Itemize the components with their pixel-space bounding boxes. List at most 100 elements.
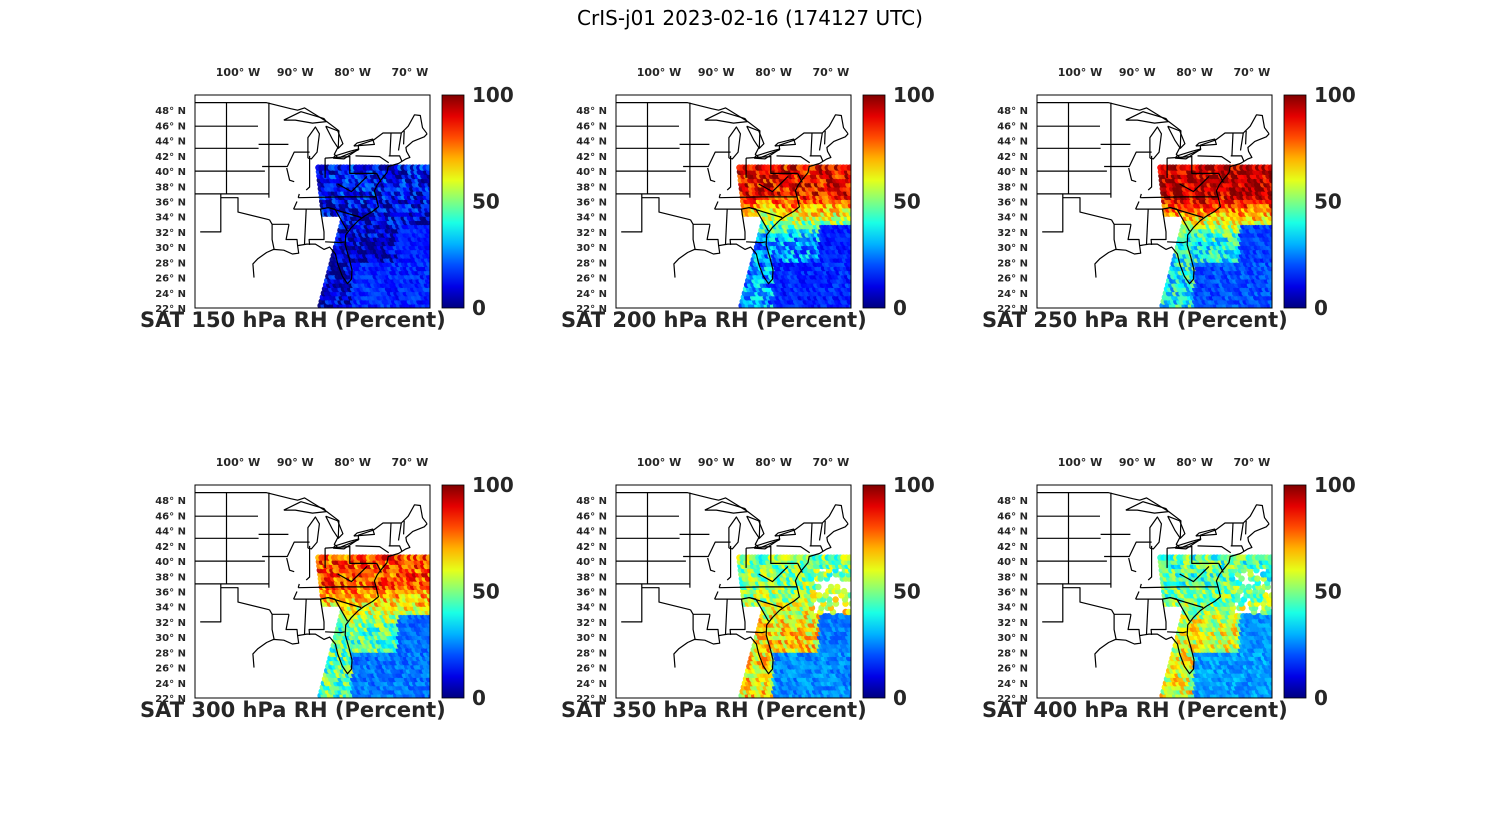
state-boundary [1245,520,1247,535]
state-boundary [1169,597,1204,609]
state-boundary [1239,522,1244,541]
map-boundaries [1037,491,1270,675]
map-boundaries [195,101,428,285]
lat-tick-label: 42° N [997,152,1028,163]
state-boundary [755,208,770,232]
colorbar [1283,484,1307,699]
lat-tick-label: 38° N [576,572,607,583]
state-boundary [714,591,719,600]
lon-tick-label: 90° W [277,66,314,79]
state-boundary [1128,557,1137,573]
colorbar [862,484,886,699]
state-boundary [746,241,766,244]
coastline [1094,133,1270,285]
state-boundary [724,599,728,635]
state-boundary [1218,173,1224,183]
state-boundary [286,557,295,573]
panel-title: SAT 150 hPa RH (Percent) [140,308,446,332]
state-boundary [797,173,803,183]
state-boundary [707,167,716,183]
lat-tick-label: 24° N [997,289,1028,300]
state-boundary [262,151,310,168]
national-border [1037,491,1270,549]
state-boundary [718,193,721,198]
colorbar [441,484,465,699]
state-boundary [305,545,311,581]
state-boundary [337,565,368,583]
state-boundary [641,197,691,221]
state-boundary [285,224,299,246]
lat-tick-label: 26° N [997,664,1028,675]
state-boundary [220,587,270,611]
lat-tick-label: 44° N [997,527,1028,538]
state-boundary [1167,156,1192,159]
state-boundary [337,175,368,193]
lat-tick-label: 42° N [155,152,186,163]
lat-tick-label: 30° N [155,633,186,644]
state-boundary [776,155,811,164]
rh-map-350: 100° W 90° W 80° W 70° W 48° N 46° N 44° N 42° … [576,456,935,710]
lon-tick-label: 70° W [392,456,429,469]
state-boundary [297,193,300,198]
lat-tick-label: 40° N [155,167,186,178]
lat-tick-label: 34° N [155,213,186,224]
lat-tick-label: 26° N [576,274,607,285]
state-boundary [397,522,402,541]
state-boundary [1197,155,1232,164]
lat-tick-label: 32° N [576,618,607,629]
state-boundary [746,156,771,159]
lat-tick-label: 48° N [997,106,1028,117]
rh-map-400: 100° W 90° W 80° W 70° W 48° N 46° N 44° N 42° … [997,456,1356,710]
lat-tick-label: 28° N [997,258,1028,269]
great-lake-outline [753,538,781,550]
colorbar-tick-label: 50 [472,190,500,214]
lat-tick-label: 24° N [576,679,607,690]
great-lake-outline [1174,538,1202,550]
lon-tick-label: 80° W [755,456,792,469]
great-lake-outline [332,148,360,160]
colorbar-tick-label: 50 [1314,580,1342,604]
national-border [195,101,428,159]
state-boundary [683,151,731,168]
state-boundary [376,173,382,183]
lon-tick-label: 80° W [334,66,371,79]
state-boundary [818,522,823,541]
lat-tick-label: 48° N [576,496,607,507]
lat-tick-label: 36° N [997,198,1028,209]
great-lake-outline [774,138,796,147]
rh-map-200: 100° W 90° W 80° W 70° W 48° N 46° N 44° N 42° … [576,66,935,320]
colorbar-tick-label: 100 [893,83,935,107]
state-boundary [1197,545,1232,554]
state-boundary [1239,132,1244,151]
great-lake-outline [728,126,741,160]
colorbar-tick-label: 100 [1314,83,1356,107]
colorbar-tick-label: 0 [472,296,486,320]
colorbar-tick-label: 100 [893,473,935,497]
lat-tick-label: 40° N [576,557,607,568]
lat-tick-label: 26° N [576,664,607,675]
lat-tick-label: 38° N [997,572,1028,583]
state-boundary [1042,583,1064,623]
state-boundary [355,155,390,164]
lat-tick-label: 44° N [155,137,186,148]
lat-tick-label: 22° N [576,694,607,705]
colorbar-tick-label: 0 [893,296,907,320]
state-boundary [1191,155,1219,175]
lat-tick-label: 42° N [576,542,607,553]
state-boundary [268,609,275,640]
state-boundary [308,599,325,635]
lon-tick-label: 100° W [637,456,681,469]
great-lake-outline [704,501,748,514]
state-boundary [1167,241,1187,244]
lat-tick-label: 24° N [997,679,1028,690]
state-boundary [1169,207,1204,219]
lat-tick-label: 48° N [155,106,186,117]
lat-tick-label: 36° N [997,588,1028,599]
rh-map-panel-150: 100° W 90° W 80° W 70° W 48° N 46° N 44° N 42° … [140,60,620,360]
great-lake-outline [1167,125,1186,149]
state-boundary [1135,201,1140,210]
great-lake-outline [746,515,765,539]
lat-tick-label: 32° N [997,228,1028,239]
state-boundary [689,219,696,250]
state-boundary [746,631,766,634]
